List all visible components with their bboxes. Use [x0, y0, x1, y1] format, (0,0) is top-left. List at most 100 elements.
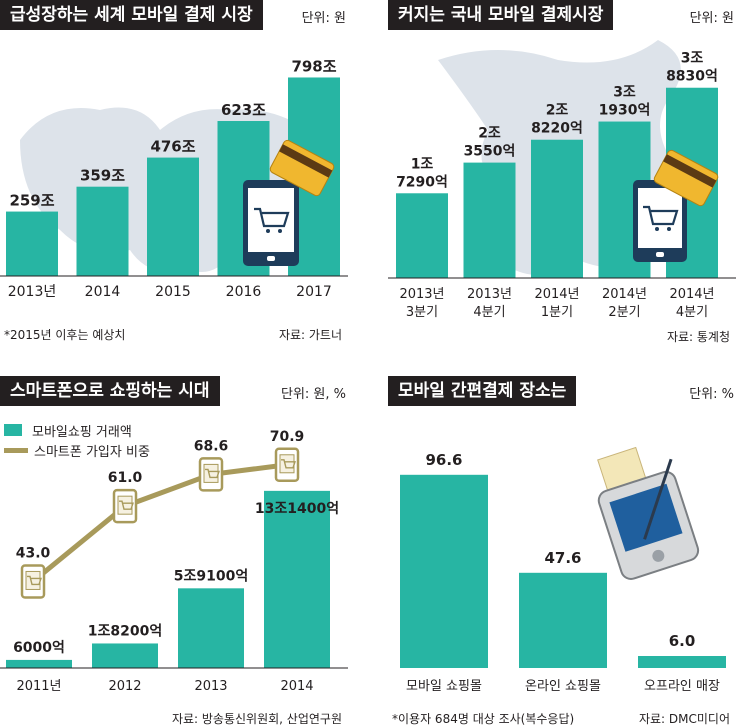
data-label: 13조1400억: [255, 501, 339, 517]
bar: [400, 474, 488, 668]
bar: [178, 588, 244, 668]
data-label: 8220억: [531, 121, 583, 137]
bar: [76, 186, 129, 276]
legend-label: 스마트폰 가입자 비중: [34, 444, 150, 460]
unit-label: 단위: 원: [689, 11, 734, 26]
bar: [92, 643, 158, 668]
tick-label: 2013년: [399, 287, 444, 302]
bar: [531, 139, 583, 278]
tick-label: 2014년: [602, 287, 647, 302]
line-data-label: 61.0: [108, 470, 143, 486]
tick-label: 2015: [155, 284, 191, 300]
tick-label: 2014년: [534, 287, 579, 302]
tick-label: 4분기: [676, 305, 708, 320]
legend-swatch-teal: [4, 424, 22, 436]
panel-smartphone-shopping: 스마트폰으로 쇼핑하는 시대 단위: 원, % 모바일쇼핑 거래액 스마트폰 가…: [0, 376, 348, 726]
data-label: 6000억: [13, 640, 65, 656]
line-data-label: 68.6: [194, 438, 229, 454]
source-note: 자료: 통계청: [666, 330, 730, 344]
panel-title: 급성장하는 세계 모바일 결제 시장: [0, 0, 263, 30]
legend-item-line: 스마트폰 가입자 비중: [4, 440, 150, 460]
mobile-phone-cart-icon: [243, 180, 299, 266]
data-label: 8830억: [666, 69, 718, 85]
data-label: 2조: [478, 126, 501, 142]
tick-label: 2013년: [8, 284, 57, 300]
legend: 모바일쇼핑 거래액 스마트폰 가입자 비중: [4, 420, 150, 460]
tick-label: 2017: [296, 284, 332, 300]
bar: [147, 157, 199, 276]
pda-receipt-icon: [597, 446, 700, 580]
source-note: 자료: 방송통신위원회, 산업연구원: [171, 712, 342, 726]
legend-item-bar: 모바일쇼핑 거래액: [4, 420, 150, 440]
credit-card-icon: [269, 139, 335, 197]
tick-label: 2011년: [16, 679, 61, 694]
data-label: 3550억: [464, 144, 516, 160]
data-label: 623조: [221, 101, 266, 119]
line-data-label: 70.9: [270, 429, 305, 445]
data-label: 798조: [291, 57, 336, 75]
panel-domestic-market: 커지는 국내 모바일 결제시장 단위: 원 1조 7290억 2013년 3분기 2조 3…: [388, 0, 736, 350]
tick-label: 2013: [194, 679, 227, 694]
source-note: 자료: 가트너: [278, 328, 342, 342]
credit-card-icon: [653, 149, 719, 207]
tick-label: 2016: [226, 284, 262, 300]
legend-label: 모바일쇼핑 거래액: [32, 424, 132, 440]
panel-title: 스마트폰으로 쇼핑하는 시대: [0, 376, 220, 406]
tick-label: 1분기: [541, 305, 573, 320]
data-label: 5조9100억: [174, 568, 248, 584]
panel-world-market: 급성장하는 세계 모바일 결제 시장 단위: 원 259조 2013년 359조 20…: [0, 0, 348, 350]
data-label: 2조: [546, 103, 569, 119]
data-label: 6.0: [669, 632, 696, 650]
line-series: [31, 462, 288, 584]
smartphone-cart-icon: [112, 488, 138, 524]
legend-swatch-olive: [4, 447, 28, 453]
smartphone-cart-icon: [20, 564, 46, 599]
footnote: *이용자 684명 대상 조사(복수응답): [392, 712, 575, 726]
data-label: 96.6: [425, 451, 462, 469]
tick-label: 2분기: [608, 305, 640, 320]
panel-payment-places: 모바일 간편결제 장소는 단위: % 96.6 모바일 쇼핑몰 47.6 온라인 쇼핑…: [388, 376, 736, 726]
bar: [463, 162, 516, 278]
payment-places-chart: 96.6 모바일 쇼핑몰 47.6 온라인 쇼핑몰 6.0 오프라인 매장: [400, 446, 726, 694]
bar: [6, 659, 72, 668]
unit-label: 단위: %: [689, 387, 734, 402]
data-label: 47.6: [544, 549, 581, 567]
tick-label: 모바일 쇼핑몰: [406, 679, 482, 694]
smartphone-cart-icon: [198, 457, 224, 492]
world-market-chart: 259조 2013년 359조 2014 476조 2015 623조 2016 798조 201…: [0, 57, 348, 300]
bar: [638, 656, 726, 668]
source-note: 자료: DMC미디어: [638, 712, 730, 726]
domestic-market-chart: 1조 7290억 2013년 3분기 2조 3550억 2013년 4분기 2조 8220억 201…: [388, 40, 736, 320]
tick-label: 2014: [85, 284, 121, 300]
tick-label: 2014년: [669, 287, 714, 302]
footnote: *2015년 이후는 예상치: [4, 328, 126, 342]
panel-title: 커지는 국내 모바일 결제시장: [388, 0, 614, 30]
data-label: 259조: [9, 192, 54, 210]
data-label: 1조: [411, 156, 434, 172]
bar: [396, 193, 448, 278]
tick-label: 2012: [108, 679, 141, 694]
data-label: 359조: [80, 167, 125, 185]
smartphone-shopping-chart: 6000억 2011년 1조8200억 2012 5조9100억 2013 13조1400억…: [0, 429, 348, 694]
line-data-label: 43.0: [16, 545, 51, 561]
bar: [6, 211, 58, 276]
bar: [519, 572, 607, 668]
tick-label: 2013년: [467, 287, 512, 302]
bar: [264, 490, 330, 668]
data-label: 1930억: [599, 103, 651, 119]
data-label: 3조: [613, 85, 636, 101]
data-label: 7290억: [396, 174, 448, 190]
tick-label: 4분기: [473, 305, 505, 320]
unit-label: 단위: 원, %: [280, 387, 346, 402]
panel-title: 모바일 간편결제 장소는: [388, 376, 577, 406]
data-label: 3조: [681, 51, 704, 67]
data-label: 476조: [150, 138, 195, 156]
tick-label: 오프라인 매장: [644, 679, 720, 694]
smartphone-cart-icon: [274, 447, 300, 483]
tick-label: 2014: [280, 679, 313, 694]
mobile-phone-cart-icon: [633, 180, 687, 262]
tick-label: 온라인 쇼핑몰: [525, 679, 601, 694]
tick-label: 3분기: [406, 305, 438, 320]
unit-label: 단위: 원: [301, 11, 346, 26]
data-label: 1조8200억: [88, 623, 162, 639]
